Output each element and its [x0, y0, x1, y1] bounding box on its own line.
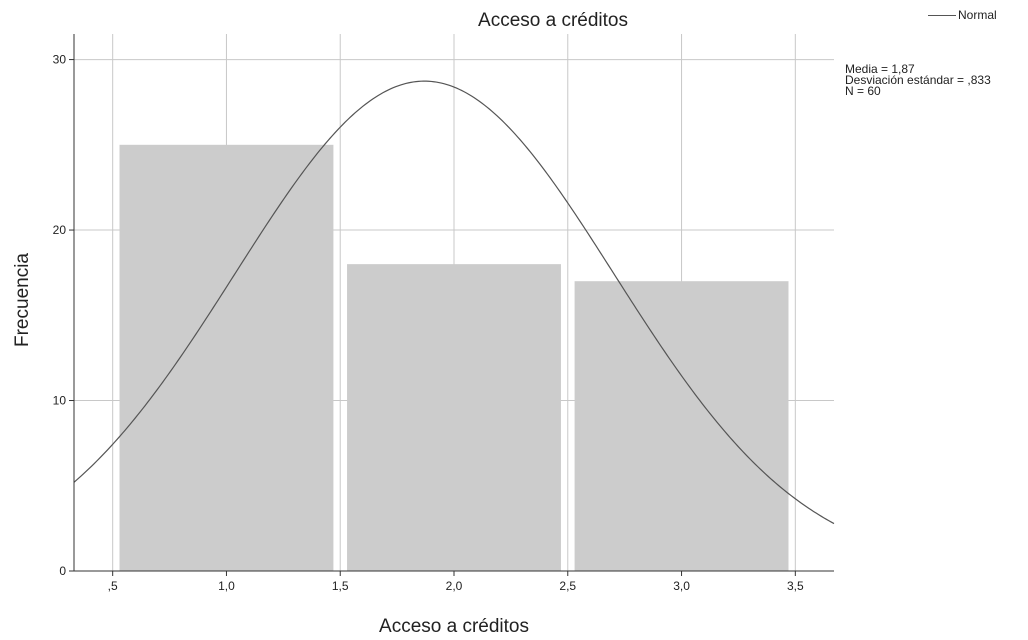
x-tick-label-2: 1,5: [332, 579, 349, 593]
legend-line-swatch: [928, 14, 956, 16]
x-axis-ticks: ,5 1,0 1,5 2,0 2,5 3,0 3,5: [108, 571, 804, 593]
histogram-bar-2: [347, 264, 561, 571]
y-tick-label-2: 20: [53, 223, 67, 237]
y-axis-ticks: 0 10 20 30: [53, 53, 74, 578]
y-tick-label-3: 30: [53, 53, 67, 67]
x-tick-label-4: 2,5: [559, 579, 576, 593]
y-tick-label-0: 0: [59, 564, 66, 578]
bars: [119, 144, 789, 572]
y-tick-label-1: 10: [53, 394, 67, 408]
histogram-bar-3: [574, 281, 789, 571]
x-tick-label-3: 2,0: [446, 579, 463, 593]
stat-n: N = 60: [845, 84, 881, 98]
x-tick-label-5: 3,0: [673, 579, 690, 593]
x-axis-title: Acceso a créditos: [379, 616, 529, 637]
legend-label-normal: Normal: [958, 8, 997, 22]
chart-title: Acceso a créditos: [478, 10, 628, 31]
stat-sd: Desviación estándar = ,833: [845, 73, 991, 87]
x-tick-label-0: ,5: [108, 579, 118, 593]
y-axis-title: Frecuencia: [12, 253, 33, 347]
normal-curve: [73, 80, 835, 525]
legend: Normal: [928, 8, 997, 22]
x-tick-label-1: 1,0: [218, 579, 235, 593]
x-tick-label-6: 3,5: [787, 579, 804, 593]
stat-mean: Media = 1,87: [845, 62, 915, 76]
stats-box: Media = 1,87 Desviación estándar = ,833 …: [845, 62, 991, 98]
histogram-bar-1: [119, 144, 334, 572]
